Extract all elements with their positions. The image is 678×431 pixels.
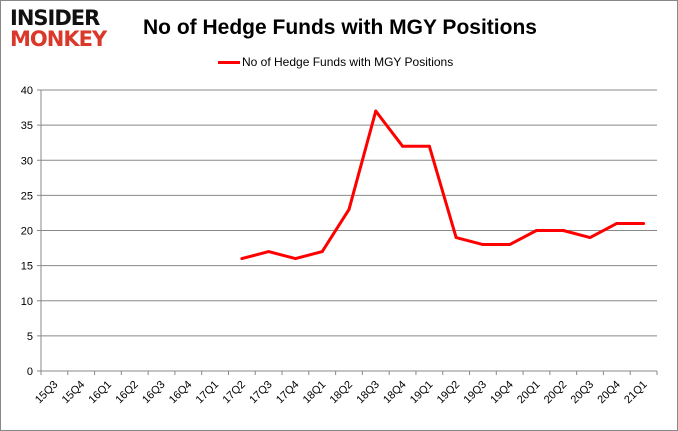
y-tick-label: 20 — [21, 226, 33, 238]
y-tick-label: 5 — [27, 331, 33, 343]
y-tick-label: 10 — [21, 296, 33, 308]
logo-line1: INSIDER — [10, 6, 100, 30]
x-tick-label: 20Q2 — [542, 379, 570, 407]
x-tick-label: 20Q4 — [595, 379, 623, 407]
x-tick-label: 15Q4 — [60, 379, 88, 407]
legend-label: No of Hedge Funds with MGY Positions — [242, 55, 454, 69]
x-tick-label: 18Q4 — [381, 379, 409, 407]
data-point — [240, 257, 244, 261]
x-tick-label: 16Q1 — [87, 379, 115, 407]
data-point — [267, 250, 271, 254]
x-tick-label: 18Q3 — [354, 379, 382, 407]
data-point — [401, 144, 405, 148]
x-tick-label: 18Q2 — [328, 379, 356, 407]
data-point — [481, 243, 485, 247]
y-tick-label: 15 — [21, 261, 33, 273]
y-tick-label: 35 — [21, 120, 33, 132]
x-tick-label: 19Q3 — [462, 379, 490, 407]
data-point — [508, 243, 512, 247]
x-tick-label: 20Q3 — [569, 379, 597, 407]
x-tick-label: 19Q1 — [408, 379, 436, 407]
x-tick-label: 16Q2 — [113, 379, 141, 407]
data-point — [588, 236, 592, 240]
x-tick-label: 21Q1 — [622, 379, 650, 407]
legend: No of Hedge Funds with MGY Positions — [218, 55, 453, 69]
y-tick-label: 30 — [21, 155, 33, 167]
x-tick-label: 19Q2 — [435, 379, 463, 407]
logo-line2: MONKEY — [10, 27, 107, 51]
x-tick-label: 16Q3 — [140, 379, 168, 407]
data-point — [347, 207, 351, 211]
x-tick-label: 18Q1 — [301, 379, 329, 407]
insider-monkey-logo: INSIDER MONKEY — [10, 6, 107, 51]
x-tick-label: 20Q1 — [515, 379, 543, 407]
chart-title: No of Hedge Funds with MGY Positions — [143, 16, 537, 39]
y-tick-label: 0 — [27, 366, 33, 378]
data-point — [427, 144, 431, 148]
series-line — [241, 109, 644, 261]
legend-swatch — [218, 60, 240, 64]
y-tick-label: 40 — [21, 85, 33, 97]
y-tick-label: 25 — [21, 190, 33, 202]
data-point — [642, 221, 646, 225]
data-point — [374, 109, 378, 113]
data-point — [454, 236, 458, 240]
x-tick-label: 17Q2 — [220, 379, 248, 407]
x-tick-label: 16Q4 — [167, 379, 195, 407]
data-point — [561, 229, 565, 232]
x-tick-label: 15Q3 — [33, 379, 61, 407]
x-tick-label: 17Q3 — [247, 379, 275, 407]
x-tick-label: 17Q4 — [274, 379, 302, 407]
data-point — [320, 250, 324, 254]
data-point — [534, 229, 538, 232]
data-point — [615, 221, 619, 225]
x-tick-label: 19Q4 — [488, 379, 516, 407]
x-tick-label: 17Q1 — [194, 379, 222, 407]
data-point — [293, 257, 297, 261]
